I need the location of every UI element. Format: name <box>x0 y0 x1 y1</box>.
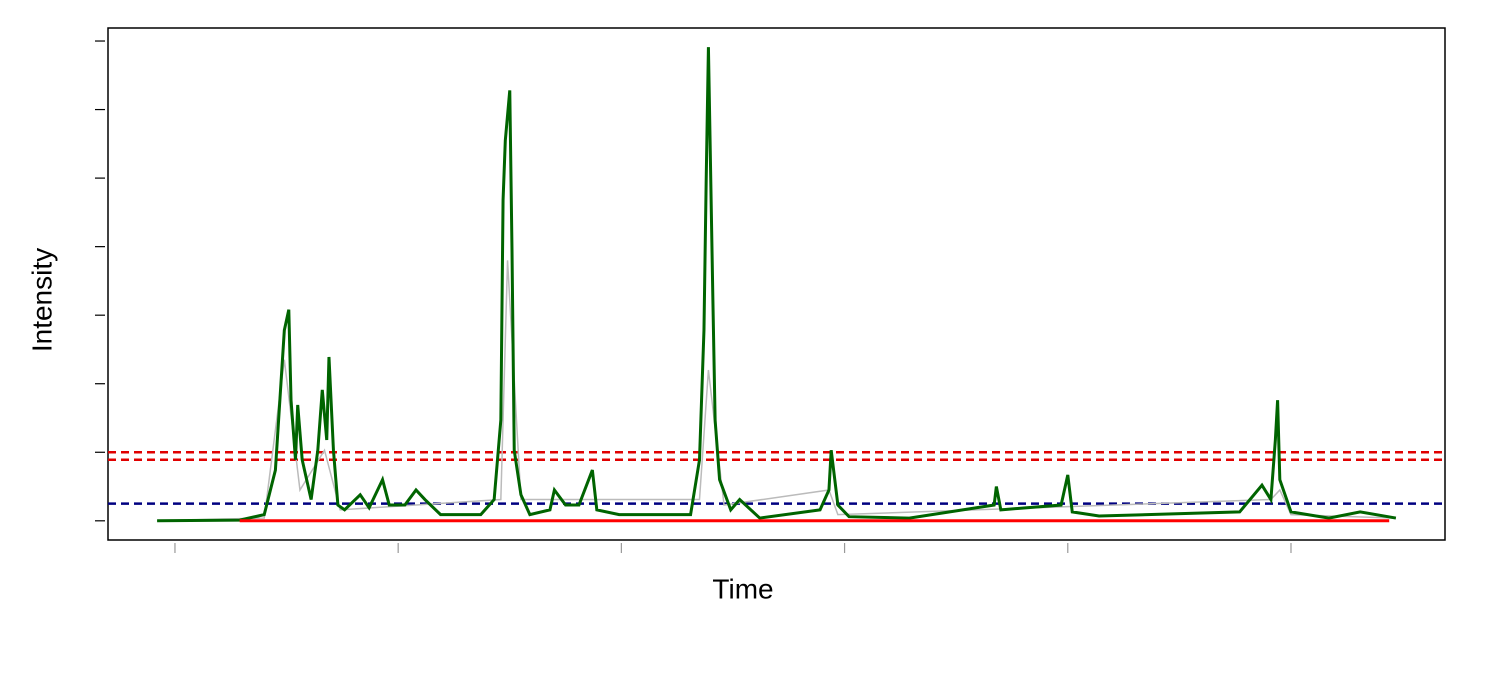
x-axis-label: Time <box>712 573 773 604</box>
y-axis-label: Intensity <box>26 248 57 352</box>
series-line <box>157 260 1396 522</box>
series-line <box>157 47 1397 523</box>
plot-frame <box>107 27 1446 541</box>
